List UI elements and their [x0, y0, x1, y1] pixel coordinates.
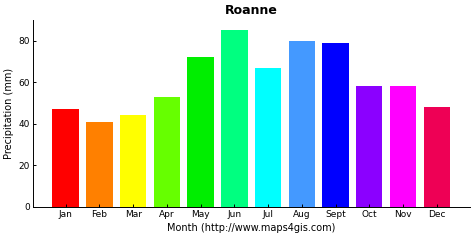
Bar: [120, 115, 146, 207]
Y-axis label: Precipitation (mm): Precipitation (mm): [4, 68, 14, 159]
Bar: [53, 109, 79, 207]
Bar: [86, 122, 112, 207]
Title: Roanne: Roanne: [225, 4, 278, 17]
Bar: [390, 86, 416, 207]
Bar: [255, 68, 281, 207]
Bar: [187, 57, 214, 207]
Bar: [356, 86, 383, 207]
Bar: [154, 97, 180, 207]
X-axis label: Month (http://www.maps4gis.com): Month (http://www.maps4gis.com): [167, 223, 336, 233]
Bar: [424, 107, 450, 207]
Bar: [289, 41, 315, 207]
Bar: [221, 30, 247, 207]
Bar: [322, 43, 349, 207]
